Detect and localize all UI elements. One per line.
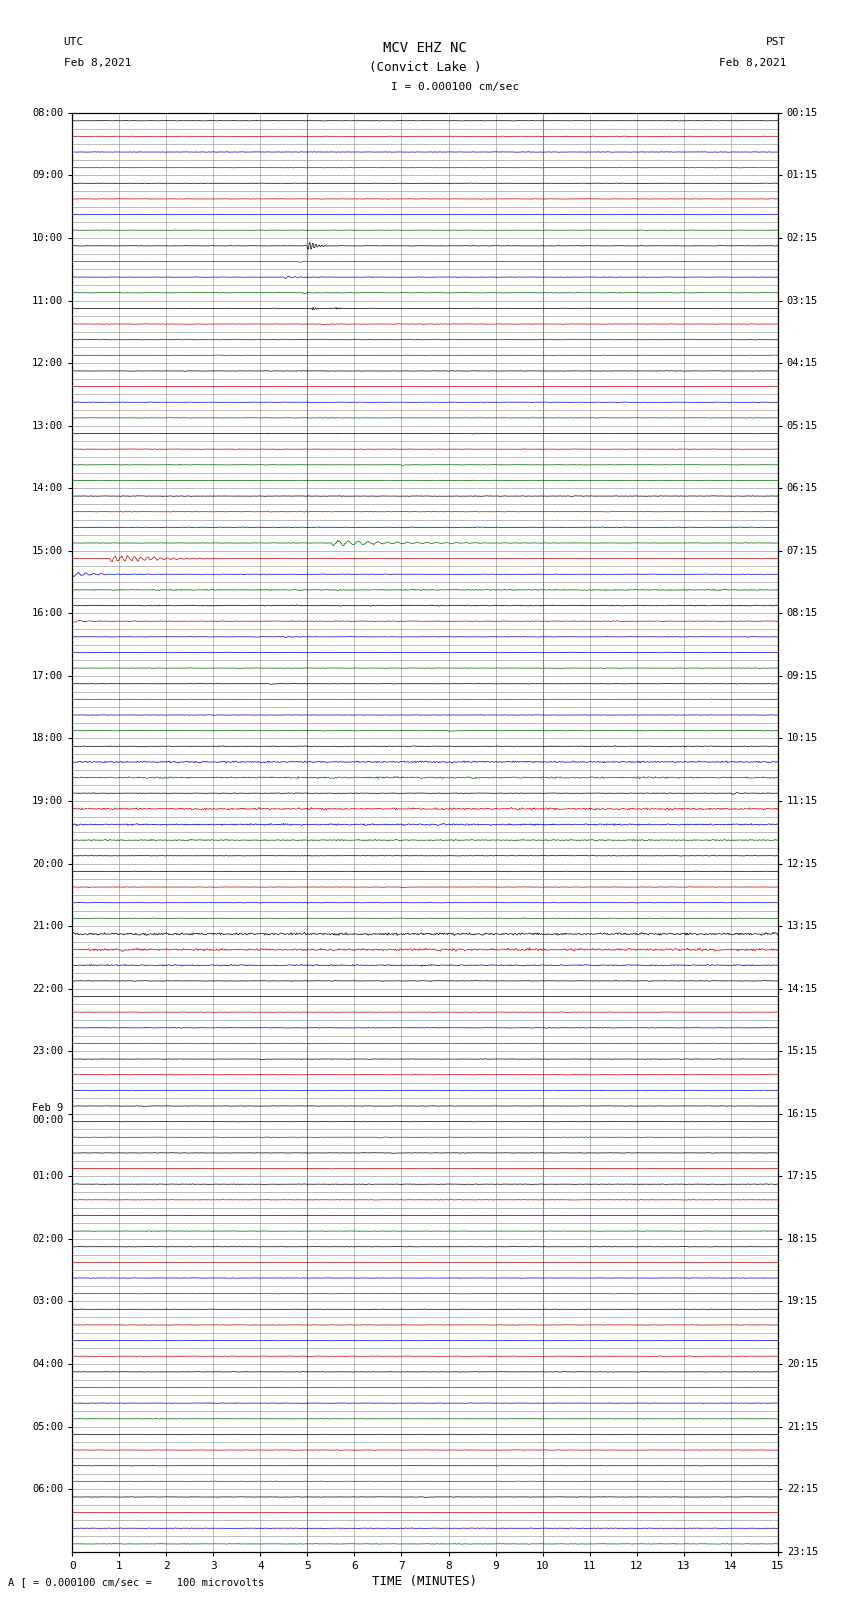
Text: A [ = 0.000100 cm/sec =    100 microvolts: A [ = 0.000100 cm/sec = 100 microvolts [8, 1578, 264, 1587]
Text: Feb 8,2021: Feb 8,2021 [64, 58, 131, 68]
Text: (Convict Lake ): (Convict Lake ) [369, 61, 481, 74]
Text: I = 0.000100 cm/sec: I = 0.000100 cm/sec [391, 82, 519, 92]
Text: Feb 8,2021: Feb 8,2021 [719, 58, 786, 68]
Text: MCV EHZ NC: MCV EHZ NC [383, 40, 467, 55]
Text: UTC: UTC [64, 37, 84, 47]
X-axis label: TIME (MINUTES): TIME (MINUTES) [372, 1574, 478, 1587]
Text: PST: PST [766, 37, 786, 47]
